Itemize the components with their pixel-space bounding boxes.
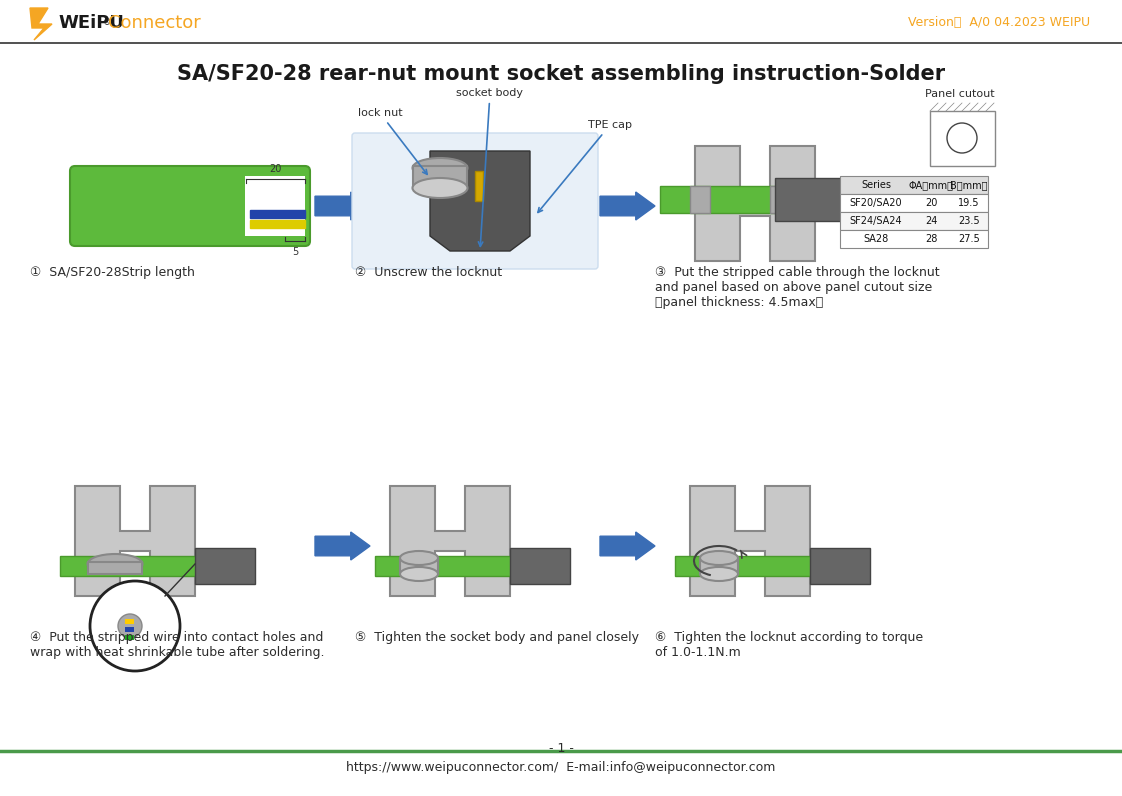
Bar [840,194,988,212]
Ellipse shape [401,551,438,565]
Text: Series: Series [861,180,891,190]
Text: SA/SF20-28 rear-nut mount socket assembling instruction-Solder: SA/SF20-28 rear-nut mount socket assembl… [177,64,945,84]
Text: ⑤  Tighten the socket body and panel closely: ⑤ Tighten the socket body and panel clos… [355,631,640,644]
Text: B（mm）: B（mm） [950,180,987,190]
Ellipse shape [700,567,738,581]
Bar [840,176,988,194]
Text: 20: 20 [925,198,937,208]
Ellipse shape [88,554,142,574]
Text: ③  Put the stripped cable through the locknut
and panel based on above panel cut: ③ Put the stripped cable through the loc… [655,266,939,309]
Ellipse shape [413,178,468,198]
Text: https://www.weipuconnector.com/  E-mail:info@weipuconnector.com: https://www.weipuconnector.com/ E-mail:i… [347,762,775,775]
Text: Connector: Connector [108,14,201,32]
Bar [775,178,845,221]
Bar [475,171,482,201]
Text: 27.5: 27.5 [958,234,980,244]
Text: TPE cap: TPE cap [537,120,632,213]
Bar [840,212,988,230]
Bar [88,562,142,574]
FancyBboxPatch shape [70,166,310,246]
Circle shape [118,614,142,638]
Bar [125,619,134,624]
Polygon shape [690,486,810,596]
Text: WEiPU: WEiPU [58,14,123,32]
Text: 19.5: 19.5 [958,198,980,208]
Circle shape [947,123,977,153]
Text: 24: 24 [925,216,937,226]
Bar [930,111,995,166]
Text: SA28: SA28 [863,234,889,244]
Polygon shape [30,8,52,40]
Text: ②  Unscrew the locknut: ② Unscrew the locknut [355,266,503,279]
Bar [125,635,134,640]
Text: ⑥  Tighten the locknut according to torque
of 1.0-1.1N.m: ⑥ Tighten the locknut according to torqu… [655,631,923,659]
Bar [125,627,134,632]
Text: 5: 5 [292,247,298,257]
Text: SF20/SA20: SF20/SA20 [849,198,902,208]
Polygon shape [600,192,655,220]
Bar [511,548,570,584]
Bar [810,548,870,584]
Text: ④  Put the stripped wire into contact holes and
wrap with heat shrinkable tube a: ④ Put the stripped wire into contact hol… [30,631,324,659]
Bar [675,556,850,576]
Polygon shape [430,151,530,251]
Text: - 1 -: - 1 - [549,742,573,755]
Bar [250,220,305,228]
Bar [690,186,710,213]
Polygon shape [390,486,511,596]
Ellipse shape [700,551,738,565]
Text: 23.5: 23.5 [958,216,980,226]
Text: ①  SA/SF20-28Strip length: ① SA/SF20-28Strip length [30,266,195,279]
Bar [375,556,550,576]
Text: Version：  A/0 04.2023 WEIPU: Version： A/0 04.2023 WEIPU [908,17,1089,29]
Bar [59,556,234,576]
Bar [401,558,438,574]
Polygon shape [315,192,370,220]
Bar [660,186,845,213]
Bar [413,166,467,188]
FancyBboxPatch shape [245,176,305,236]
Text: 28: 28 [925,234,937,244]
Bar [700,558,738,574]
FancyBboxPatch shape [352,133,598,269]
Text: Panel cutout: Panel cutout [926,89,995,99]
Text: ΦA（mm）: ΦA（mm） [909,180,954,190]
Bar [840,230,988,248]
Ellipse shape [413,158,468,178]
Text: lock nut: lock nut [358,108,427,174]
Polygon shape [315,532,370,560]
Circle shape [90,581,180,671]
Polygon shape [600,532,655,560]
Text: SF24/SA24: SF24/SA24 [849,216,902,226]
Text: socket body: socket body [457,88,524,247]
Text: 20: 20 [269,164,282,174]
Bar [195,548,255,584]
Polygon shape [75,486,195,596]
Ellipse shape [401,567,438,581]
Bar [770,186,780,213]
Polygon shape [695,146,815,261]
Text: ®: ® [103,18,111,28]
Bar [250,210,305,218]
